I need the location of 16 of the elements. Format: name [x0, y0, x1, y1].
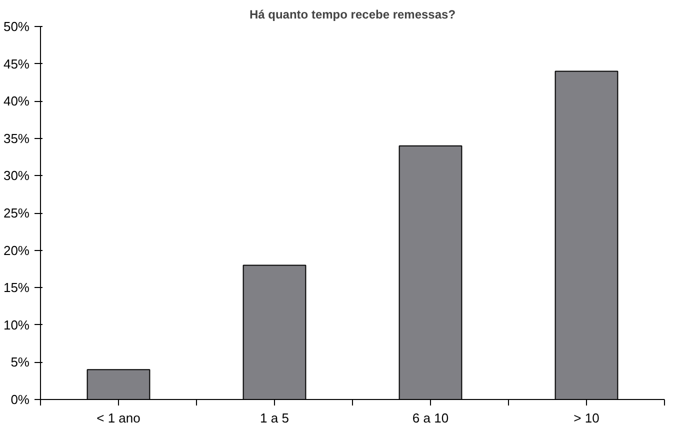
y-tick-label: 25%	[3, 206, 30, 220]
x-tick-label: > 10	[574, 410, 600, 426]
y-tick-label: 50%	[3, 19, 30, 34]
y-tick-label: 30%	[3, 168, 30, 184]
y-tick-label: 40%	[3, 94, 30, 109]
chart-title: Há quanto tempo recebe remessas?	[249, 8, 456, 22]
x-tick-label: 1 a 5	[260, 410, 289, 426]
y-tick-label: 0%	[10, 392, 30, 407]
y-tick-label: 20%	[3, 242, 30, 258]
y-tick-label: 45%	[3, 56, 30, 72]
y-tick-label: 5%	[10, 354, 30, 370]
x-tick-label: 6 a 10	[412, 410, 449, 426]
y-tick-label: 15%	[3, 280, 30, 296]
y-tick-label: 35%	[3, 130, 30, 146]
y-tick-label: 10%	[3, 317, 30, 332]
x-tick-label: < 1 ano	[96, 410, 140, 426]
